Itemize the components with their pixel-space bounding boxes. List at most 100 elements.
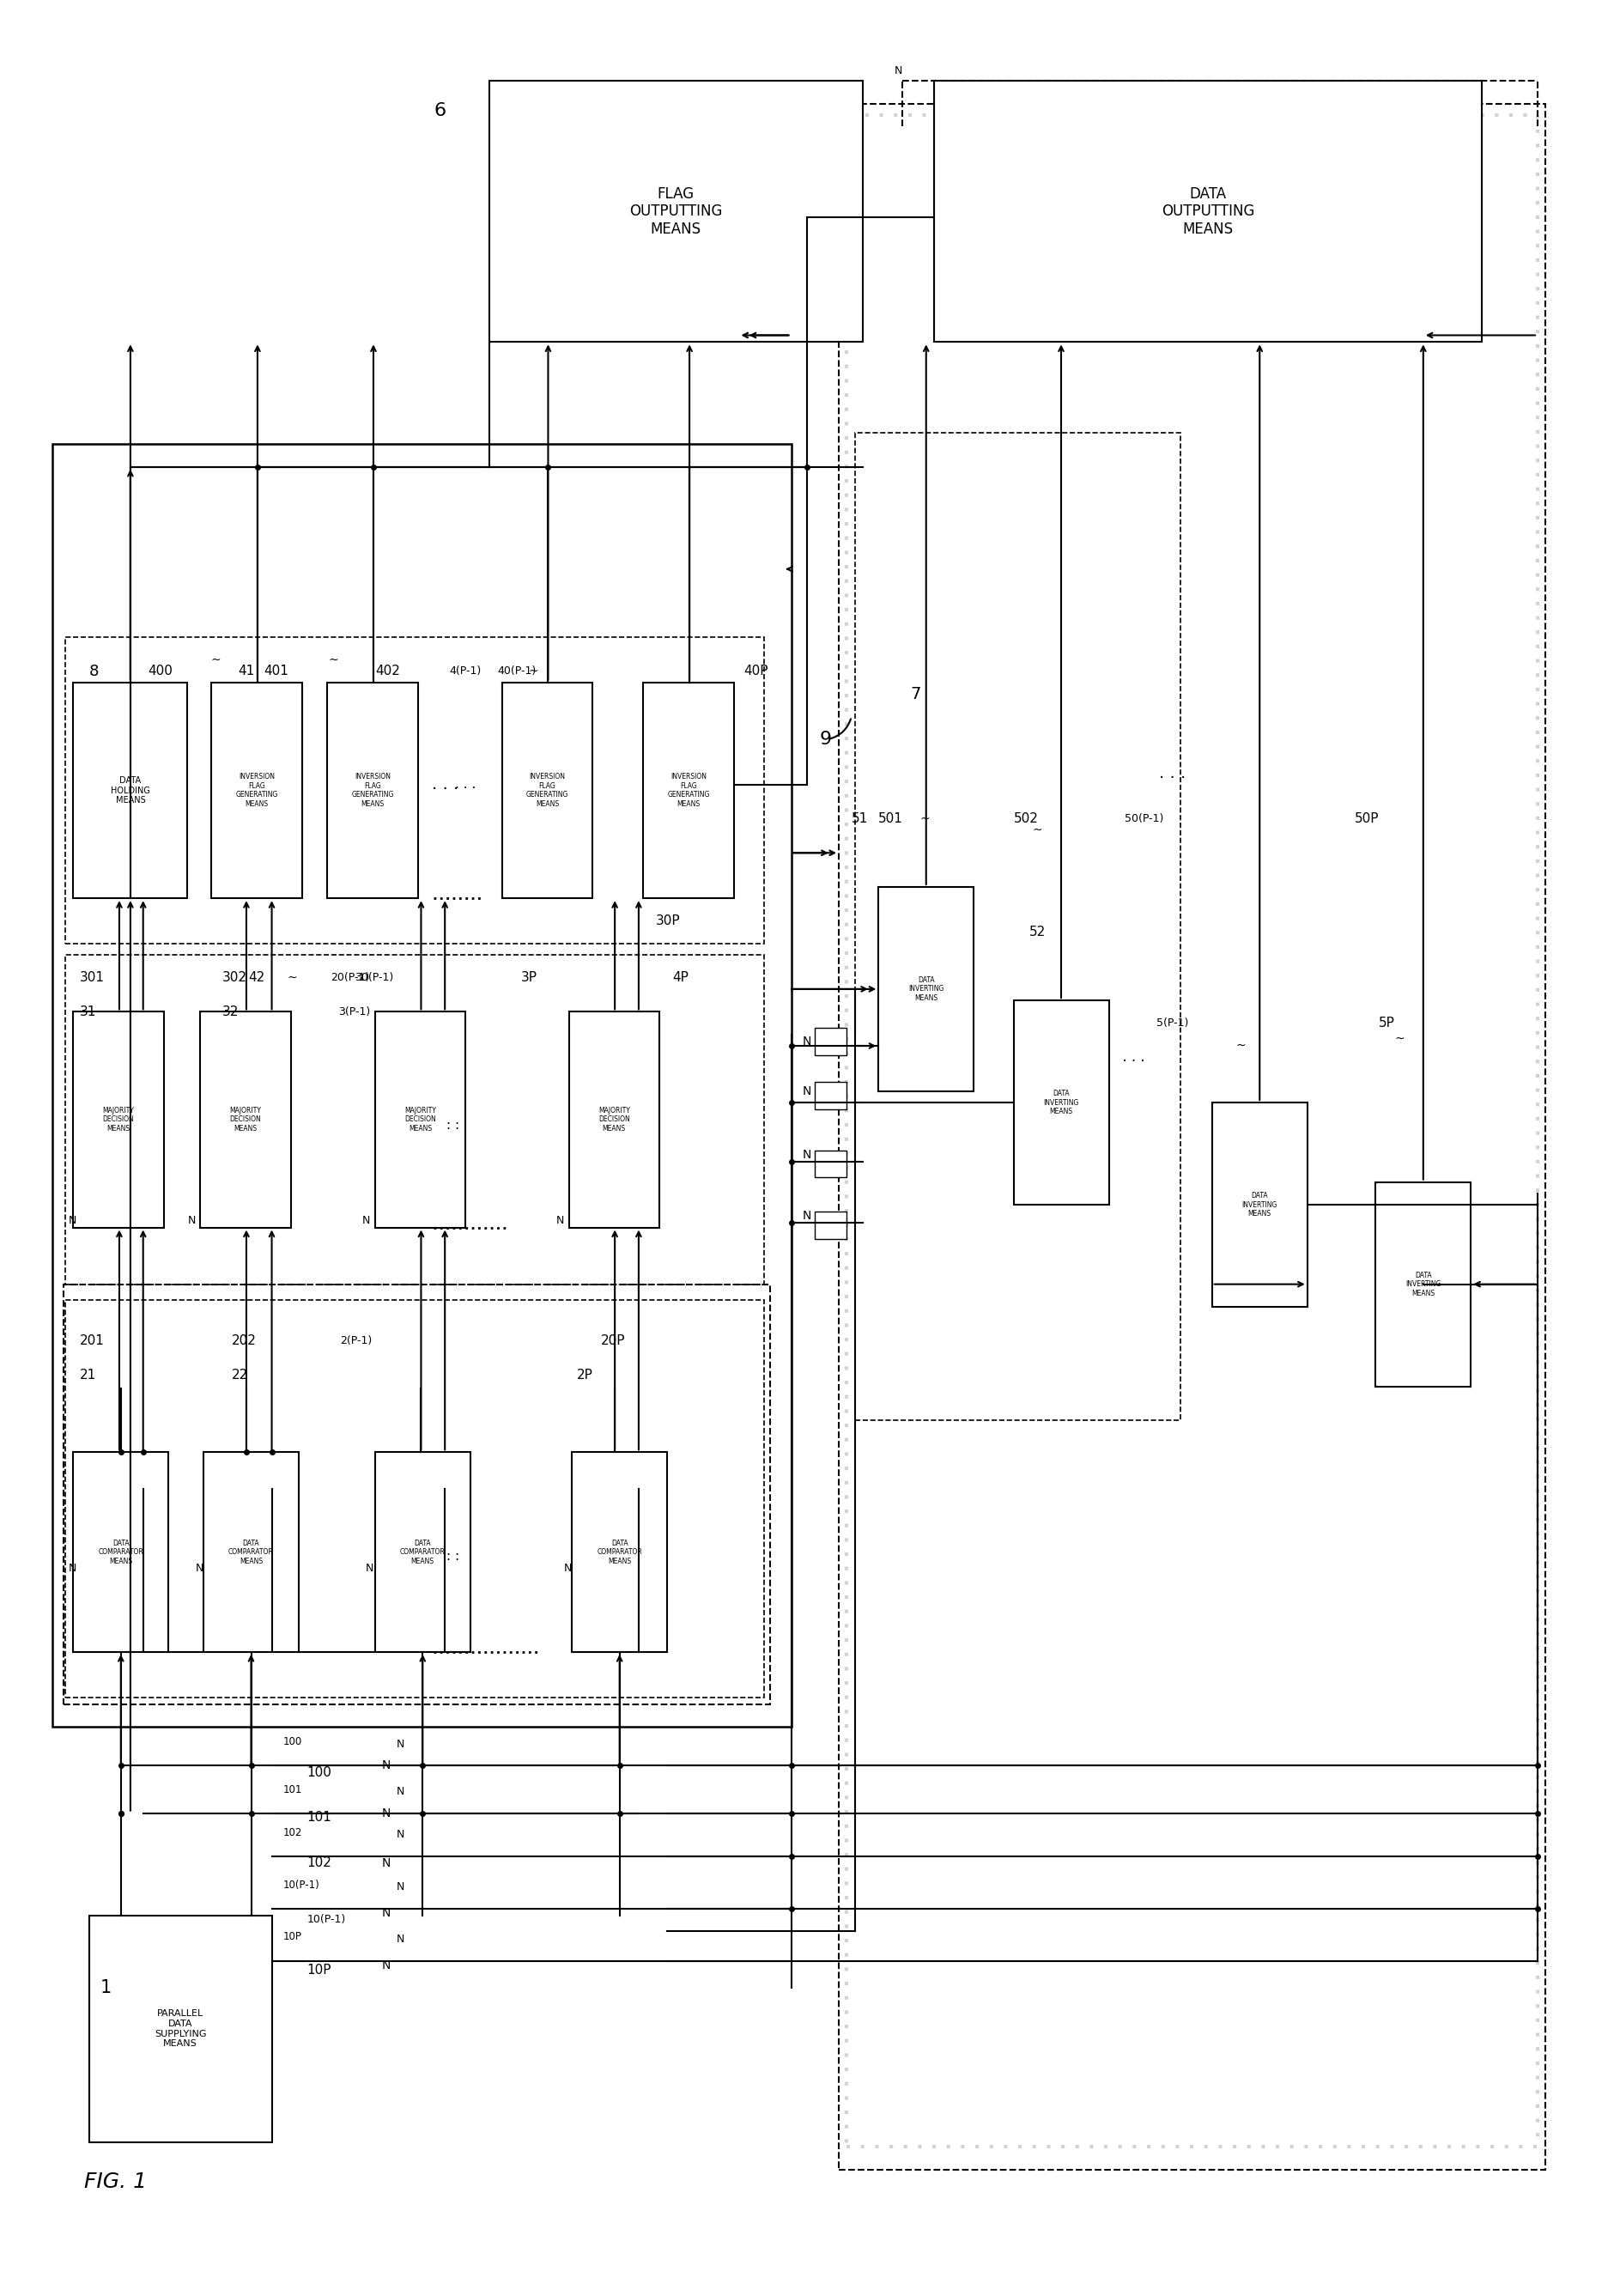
Text: PARALLEL
DATA
SUPPLYING
MEANS: PARALLEL DATA SUPPLYING MEANS [155,2009,207,2048]
Text: N: N [365,1561,373,1573]
Text: 4(P-1): 4(P-1) [450,666,481,677]
FancyBboxPatch shape [815,1081,847,1109]
Text: 50(P-1): 50(P-1) [1125,813,1164,824]
Text: ~: ~ [1394,1033,1404,1045]
Text: 100: 100 [282,1736,302,1747]
Text: N: N [68,1561,76,1573]
Text: N: N [397,1830,405,1841]
Text: DATA
COMPARATOR
MEANS: DATA COMPARATOR MEANS [229,1538,274,1566]
Text: DATA
INVERTING
MEANS: DATA INVERTING MEANS [1406,1272,1441,1297]
Text: N: N [894,64,902,76]
Text: 40P: 40P [744,666,768,677]
Text: N: N [563,1561,571,1573]
Text: ~: ~ [529,666,539,677]
Text: 401: 401 [263,666,289,677]
Text: N: N [68,1215,76,1226]
Text: DATA
HOLDING
MEANS: DATA HOLDING MEANS [111,776,150,804]
FancyBboxPatch shape [571,1451,667,1653]
FancyBboxPatch shape [815,1029,847,1054]
Text: 10(P-1): 10(P-1) [282,1878,320,1890]
Text: N: N [397,1880,405,1892]
Text: N: N [187,1215,195,1226]
Text: 301: 301 [79,971,105,985]
FancyBboxPatch shape [89,1915,271,2142]
Text: 10P: 10P [307,1963,331,1977]
Text: 1: 1 [100,1979,111,1998]
Text: MAJORITY
DECISION
MEANS: MAJORITY DECISION MEANS [405,1107,436,1132]
Text: 42: 42 [249,971,265,985]
Text: ~: ~ [287,971,297,983]
Text: 2(P-1): 2(P-1) [341,1336,373,1345]
Text: 302: 302 [223,971,247,985]
FancyBboxPatch shape [878,886,973,1091]
Text: 51: 51 [852,813,868,824]
Text: N: N [802,1148,812,1162]
Text: N: N [381,1857,391,1869]
Text: 50P: 50P [1354,813,1380,824]
Text: N: N [397,1786,405,1798]
Text: ~: ~ [1033,824,1043,836]
Text: . . .: . . . [455,778,476,792]
Text: 102: 102 [307,1857,331,1869]
FancyBboxPatch shape [1375,1182,1470,1387]
Text: 3P: 3P [521,971,537,985]
Text: DATA
INVERTING
MEANS: DATA INVERTING MEANS [1043,1091,1078,1116]
FancyBboxPatch shape [203,1451,299,1653]
FancyBboxPatch shape [200,1013,291,1228]
Text: DATA
COMPARATOR
MEANS: DATA COMPARATOR MEANS [400,1538,445,1566]
Text: INVERSION
FLAG
GENERATING
MEANS: INVERSION FLAG GENERATING MEANS [526,774,568,808]
Text: . . .: . . . [431,776,458,792]
Text: DATA
INVERTING
MEANS: DATA INVERTING MEANS [909,976,944,1001]
Text: 502: 502 [1014,813,1038,824]
Text: . . .: . . . [1159,765,1186,781]
FancyBboxPatch shape [815,1212,847,1240]
Text: N: N [381,1759,391,1773]
Text: INVERSION
FLAG
GENERATING
MEANS: INVERSION FLAG GENERATING MEANS [668,774,710,808]
Text: MAJORITY
DECISION
MEANS: MAJORITY DECISION MEANS [599,1107,629,1132]
Text: . . .: . . . [1123,1049,1146,1065]
Text: 22: 22 [232,1368,249,1382]
FancyBboxPatch shape [502,682,592,898]
Text: 9: 9 [820,730,831,748]
Text: 4P: 4P [671,971,688,985]
Text: MAJORITY
DECISION
MEANS: MAJORITY DECISION MEANS [229,1107,261,1132]
Text: N: N [381,1807,391,1818]
Text: ~: ~ [211,654,221,666]
Text: N: N [397,1933,405,1945]
Text: 202: 202 [232,1334,257,1348]
Text: N: N [557,1215,565,1226]
Text: 7: 7 [910,687,922,703]
Text: DATA
COMPARATOR
MEANS: DATA COMPARATOR MEANS [597,1538,642,1566]
Text: 10P: 10P [282,1931,302,1942]
Text: 31: 31 [79,1006,97,1017]
Text: N: N [802,1086,812,1097]
Text: 40(P-1): 40(P-1) [497,666,536,677]
Text: 100: 100 [307,1766,331,1779]
Text: 20P: 20P [600,1334,625,1348]
Text: 3(P-1): 3(P-1) [339,1006,371,1017]
Text: N: N [381,1908,391,1919]
Text: 400: 400 [148,666,173,677]
Text: : :: : : [447,1118,460,1132]
Text: 101: 101 [307,1812,331,1823]
FancyBboxPatch shape [935,80,1482,342]
Text: 501: 501 [878,813,904,824]
FancyBboxPatch shape [815,1150,847,1178]
Text: 101: 101 [282,1784,302,1795]
Text: 6: 6 [434,101,445,119]
Text: N: N [362,1215,370,1226]
Text: 2P: 2P [576,1368,592,1382]
Text: ~: ~ [1236,1040,1246,1052]
FancyBboxPatch shape [1212,1102,1307,1306]
FancyBboxPatch shape [73,1451,168,1653]
Text: DATA
INVERTING
MEANS: DATA INVERTING MEANS [1241,1192,1277,1217]
FancyBboxPatch shape [211,682,302,898]
FancyBboxPatch shape [1014,1001,1109,1205]
Text: 102: 102 [282,1828,302,1839]
Text: ~: ~ [920,813,930,824]
FancyBboxPatch shape [328,682,418,898]
Text: 10(P-1): 10(P-1) [307,1915,345,1926]
Text: 5(P-1): 5(P-1) [1156,1017,1188,1029]
Text: ~: ~ [329,654,339,666]
Text: MAJORITY
DECISION
MEANS: MAJORITY DECISION MEANS [103,1107,134,1132]
